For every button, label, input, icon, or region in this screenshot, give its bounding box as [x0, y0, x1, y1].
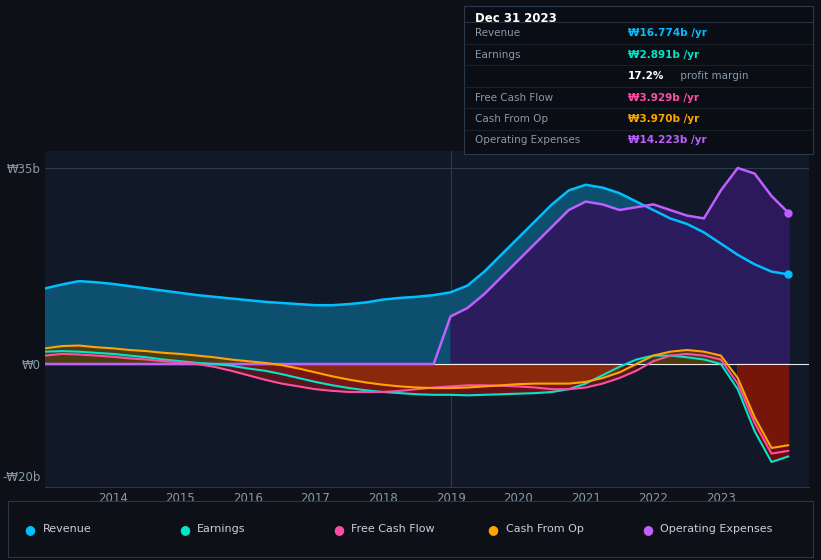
Text: Revenue: Revenue — [43, 524, 91, 534]
Text: Cash From Op: Cash From Op — [506, 524, 584, 534]
Text: Operating Expenses: Operating Expenses — [660, 524, 773, 534]
Text: profit margin: profit margin — [677, 71, 749, 81]
Text: Cash From Op: Cash From Op — [475, 114, 548, 124]
Text: Free Cash Flow: Free Cash Flow — [351, 524, 435, 534]
Text: Dec 31 2023: Dec 31 2023 — [475, 12, 557, 25]
Text: Revenue: Revenue — [475, 28, 520, 38]
Text: 17.2%: 17.2% — [628, 71, 664, 81]
Text: Earnings: Earnings — [197, 524, 245, 534]
Text: Free Cash Flow: Free Cash Flow — [475, 92, 553, 102]
Text: ●: ● — [642, 522, 653, 536]
Text: ₩2.891b /yr: ₩2.891b /yr — [628, 50, 699, 59]
Text: ₩16.774b /yr: ₩16.774b /yr — [628, 28, 707, 38]
Text: ●: ● — [179, 522, 190, 536]
Text: ●: ● — [488, 522, 498, 536]
Text: ●: ● — [333, 522, 344, 536]
Text: ₩14.223b /yr: ₩14.223b /yr — [628, 136, 707, 146]
Text: Operating Expenses: Operating Expenses — [475, 136, 580, 146]
Text: Earnings: Earnings — [475, 50, 520, 59]
Text: ₩3.929b /yr: ₩3.929b /yr — [628, 92, 699, 102]
Text: ₩3.970b /yr: ₩3.970b /yr — [628, 114, 699, 124]
Text: ●: ● — [25, 522, 35, 536]
